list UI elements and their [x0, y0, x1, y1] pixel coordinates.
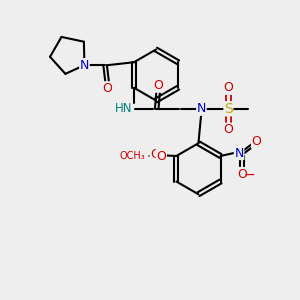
Text: HN: HN: [115, 102, 132, 115]
Text: S: S: [224, 102, 233, 116]
Text: O: O: [252, 135, 261, 148]
Text: O: O: [150, 148, 160, 161]
Text: O: O: [224, 81, 233, 94]
Text: O: O: [102, 82, 112, 95]
Text: O: O: [237, 167, 247, 181]
Text: O: O: [153, 79, 163, 92]
Text: O: O: [224, 123, 233, 136]
Text: N: N: [197, 102, 206, 115]
Text: N: N: [234, 146, 244, 160]
Text: O: O: [156, 149, 166, 163]
Text: −: −: [243, 168, 255, 182]
Text: OCH₃: OCH₃: [119, 151, 145, 161]
Text: N: N: [80, 59, 89, 72]
